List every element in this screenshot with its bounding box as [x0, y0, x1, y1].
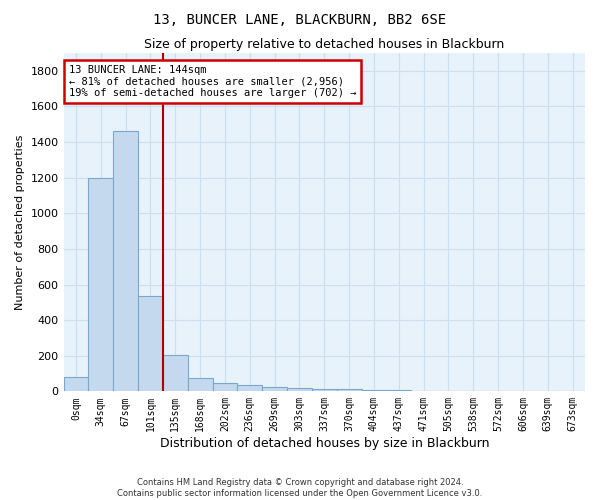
- Bar: [138, 296, 163, 392]
- Bar: [337, 389, 362, 392]
- Bar: [238, 385, 262, 392]
- Bar: [64, 377, 88, 392]
- Text: 13 BUNCER LANE: 144sqm
← 81% of detached houses are smaller (2,956)
19% of semi-: 13 BUNCER LANE: 144sqm ← 81% of detached…: [69, 65, 356, 98]
- X-axis label: Distribution of detached houses by size in Blackburn: Distribution of detached houses by size …: [160, 437, 489, 450]
- Bar: [386, 390, 411, 392]
- Title: Size of property relative to detached houses in Blackburn: Size of property relative to detached ho…: [144, 38, 505, 51]
- Bar: [113, 132, 138, 392]
- Bar: [88, 178, 113, 392]
- Bar: [287, 388, 312, 392]
- Bar: [312, 388, 337, 392]
- Text: Contains HM Land Registry data © Crown copyright and database right 2024.
Contai: Contains HM Land Registry data © Crown c…: [118, 478, 482, 498]
- Bar: [188, 378, 212, 392]
- Bar: [212, 384, 238, 392]
- Y-axis label: Number of detached properties: Number of detached properties: [15, 134, 25, 310]
- Bar: [262, 387, 287, 392]
- Bar: [163, 355, 188, 392]
- Text: 13, BUNCER LANE, BLACKBURN, BB2 6SE: 13, BUNCER LANE, BLACKBURN, BB2 6SE: [154, 12, 446, 26]
- Bar: [362, 390, 386, 392]
